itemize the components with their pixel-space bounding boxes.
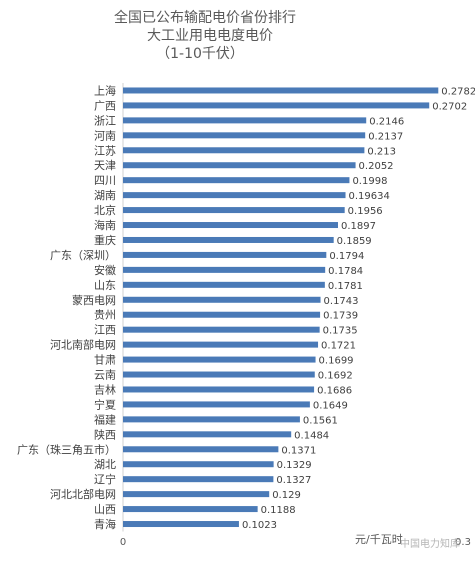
category-label: 甘肃: [94, 354, 116, 367]
data-label: 0.1699: [319, 356, 354, 367]
data-label: 0.2702: [432, 101, 467, 112]
x-axis-tick-max: 0.3: [455, 537, 471, 548]
data-label: 0.1859: [337, 236, 372, 247]
data-label: 0.1781: [328, 281, 363, 292]
chart-title-line-1: 全国已公布输配电价省份排行: [114, 9, 296, 26]
x-axis-unit-label: 元/千瓦时: [355, 533, 403, 546]
data-label: 0.1956: [348, 206, 383, 217]
bar: [123, 326, 320, 333]
bar: [123, 162, 356, 169]
data-label: 0.1998: [352, 176, 387, 187]
category-label: 河北南部电网: [50, 338, 116, 352]
bar: [123, 177, 350, 184]
bar: [123, 236, 334, 243]
data-label: 0.1327: [276, 475, 311, 486]
bar: [123, 311, 321, 318]
category-label: 陕西: [94, 427, 116, 441]
bar: [123, 251, 327, 258]
data-label: 0.1188: [261, 505, 296, 516]
bar: [123, 281, 325, 288]
category-label: 江苏: [94, 144, 116, 157]
bar: [123, 356, 316, 363]
data-label: 0.2137: [368, 131, 403, 142]
bar: [123, 401, 310, 408]
category-label: 天津: [94, 159, 116, 172]
bar: [123, 296, 321, 303]
bar: [123, 266, 326, 273]
data-label: 0.1484: [294, 430, 329, 441]
data-label: 0.1739: [323, 311, 358, 322]
bar: [123, 461, 274, 468]
category-label: 安徽: [94, 263, 116, 277]
bar: [123, 491, 270, 498]
data-label: 0.1649: [313, 400, 348, 411]
data-label: 0.1686: [317, 385, 352, 396]
bar: [123, 446, 279, 453]
data-label: 0.1784: [328, 266, 363, 277]
bar: [123, 147, 365, 154]
data-label: 0.1371: [281, 445, 316, 456]
bar: [123, 341, 319, 348]
category-label: 云南: [94, 369, 116, 382]
data-label: 0.1329: [277, 460, 312, 471]
bar: [123, 87, 439, 94]
category-label: 蒙西电网: [72, 294, 116, 307]
data-label: 0.19634: [349, 191, 390, 202]
data-label: 0.129: [272, 490, 301, 501]
category-label: 贵州: [94, 309, 116, 322]
data-label: 0.213: [367, 146, 396, 157]
bar: [123, 102, 430, 109]
data-label: 0.1692: [318, 371, 353, 382]
category-label: 北京: [94, 203, 116, 217]
bar: [123, 132, 366, 139]
category-label: 辽宁: [94, 472, 116, 486]
bar: [123, 117, 367, 124]
category-label: 广西: [94, 99, 116, 112]
category-label: 山东: [94, 279, 116, 292]
bar: [123, 386, 315, 393]
category-label: 上海: [94, 83, 116, 97]
bar-series: 上海 0.2782 广西 0.2702 浙江 0.2146 河南 0.2137 江苏 0.213 天…: [17, 83, 475, 532]
data-label: 0.1735: [323, 326, 358, 337]
bar: [123, 476, 274, 483]
bar: [123, 222, 338, 229]
data-label: 0.2052: [359, 161, 394, 172]
category-label: 山西: [94, 503, 116, 516]
data-label: 0.2782: [441, 86, 475, 97]
bar: [123, 521, 239, 528]
chart-title-line-2: 大工业用电电度电价: [147, 28, 273, 44]
category-label: 河北北部电网: [50, 487, 116, 501]
category-label: 广东（深圳）: [50, 249, 116, 262]
category-label: 四川: [94, 174, 116, 187]
category-label: 宁夏: [94, 397, 116, 411]
bar: [123, 506, 258, 513]
data-label: 0.1561: [303, 415, 338, 426]
watermark: 中国电力知库: [400, 537, 460, 550]
category-label: 江西: [94, 324, 116, 337]
category-label: 广东（珠三角五市）: [17, 442, 116, 456]
data-label: 0.1897: [341, 221, 376, 232]
category-label: 河南: [94, 129, 116, 142]
data-label: 0.1743: [324, 296, 359, 307]
data-label: 0.1023: [242, 520, 277, 531]
x-axis-tick-min: 0: [120, 537, 126, 548]
data-label: 0.1721: [321, 341, 356, 352]
category-label: 重庆: [94, 233, 116, 247]
category-label: 福建: [94, 412, 116, 426]
chart-title-line-3: （1-10千伏）: [156, 46, 244, 62]
bar: [123, 192, 346, 199]
category-label: 浙江: [94, 114, 116, 127]
bar: [123, 371, 315, 378]
category-label: 海南: [94, 218, 116, 232]
data-label: 0.1794: [329, 251, 364, 262]
data-label: 0.2146: [369, 116, 404, 127]
bar: [123, 416, 300, 423]
category-label: 湖北: [94, 458, 116, 471]
bar: [123, 207, 345, 214]
category-label: 湖南: [94, 189, 116, 202]
category-label: 吉林: [94, 382, 116, 396]
category-label: 青海: [94, 517, 116, 531]
bar: [123, 431, 292, 438]
